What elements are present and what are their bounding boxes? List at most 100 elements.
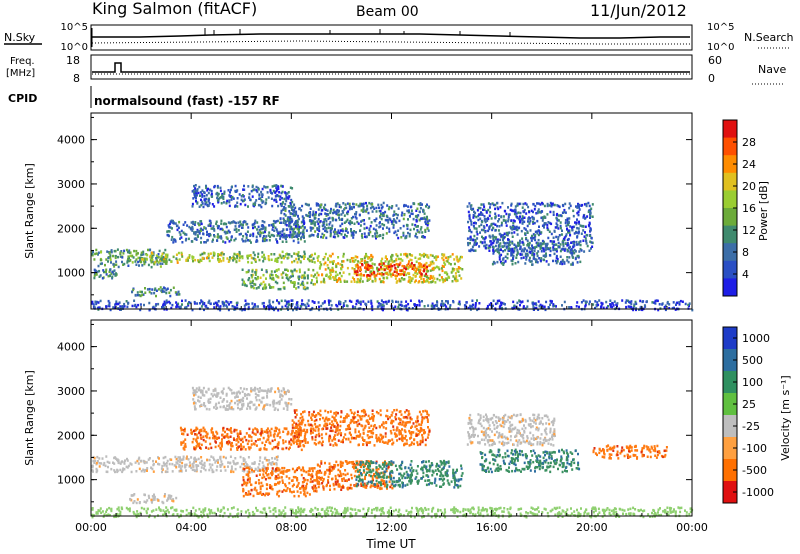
echo-cell: [271, 274, 274, 277]
echo-cell: [285, 273, 287, 276]
echo-cell: [387, 465, 390, 468]
echo-cell: [426, 203, 428, 206]
echo-cell: [501, 245, 504, 248]
echo-cell: [624, 301, 627, 304]
echo-cell: [236, 253, 239, 256]
echo-cell: [263, 284, 266, 287]
echo-cell: [443, 278, 446, 282]
echo-cell: [163, 256, 166, 260]
echo-cell: [328, 223, 331, 226]
echo-cell: [360, 472, 362, 475]
echo-cell: [528, 247, 531, 250]
echo-cell: [492, 252, 495, 255]
echo-cell: [506, 256, 509, 260]
echo-cell: [379, 209, 382, 213]
echo-cell: [363, 232, 366, 235]
echo-cell: [336, 202, 339, 205]
echo-cell: [359, 307, 362, 310]
echo-cell: [268, 224, 271, 227]
echo-cell: [309, 213, 312, 216]
echo-cell: [238, 259, 241, 262]
echo-cell: [440, 485, 443, 488]
echo-cell: [611, 305, 614, 309]
echo-cell: [446, 300, 449, 303]
echo-cell: [505, 224, 508, 227]
echo-cell: [187, 237, 190, 241]
echo-cell: [175, 496, 178, 500]
echo-cell: [328, 472, 331, 475]
echo-cell: [278, 302, 281, 305]
echo-cell: [531, 215, 534, 219]
echo-cell: [155, 460, 157, 463]
echo-cell: [442, 304, 445, 307]
echo-cell: [309, 226, 312, 229]
echo-cell: [275, 238, 278, 241]
echo-cell: [258, 258, 261, 262]
echo-cell: [266, 463, 269, 466]
echo-cell: [582, 216, 585, 219]
echo-cell: [433, 277, 436, 280]
echo-cell: [223, 192, 226, 195]
echo-cell: [303, 252, 306, 256]
echo-cell: [170, 494, 173, 498]
echo-cell: [311, 260, 314, 263]
echo-cell: [113, 462, 116, 465]
echo-cell: [535, 302, 537, 305]
echo-cell: [302, 477, 305, 480]
echo-cell: [217, 258, 220, 262]
echo-cell: [306, 274, 309, 277]
echo-cell: [331, 477, 334, 480]
echo-cell: [562, 239, 565, 243]
echo-cell: [316, 220, 319, 223]
echo-cell: [577, 243, 580, 246]
echo-cell: [113, 265, 116, 268]
echo-cell: [226, 305, 229, 309]
echo-cell: [398, 257, 400, 261]
echo-cell: [147, 263, 150, 267]
echo-cell: [513, 231, 516, 234]
echo-cell: [112, 263, 115, 266]
echo-cell: [576, 211, 579, 215]
echo-cell: [182, 455, 185, 458]
echo-cell: [156, 255, 159, 259]
echo-cell: [472, 207, 475, 211]
echo-cell: [312, 283, 315, 286]
echo-cell: [322, 477, 325, 481]
echo-cell: [427, 206, 430, 210]
echo-cell: [494, 302, 497, 306]
echo-cell: [363, 219, 365, 222]
echo-cell: [257, 231, 259, 234]
echo-cell: [531, 302, 534, 305]
echo-cell: [359, 279, 362, 282]
echo-cell: [578, 206, 580, 209]
echo-cell: [291, 205, 294, 209]
echo-cell: [324, 229, 327, 232]
echo-cell: [372, 478, 374, 482]
echo-cell: [209, 224, 212, 227]
echo-cell: [157, 302, 160, 306]
echo-cell: [487, 229, 490, 233]
echo-cell: [451, 267, 454, 270]
echo-cell: [507, 249, 510, 252]
echo-cell: [476, 237, 479, 240]
echo-cell: [341, 486, 344, 489]
echo-cell: [134, 293, 137, 297]
echo-cell: [114, 274, 117, 277]
echo-cell: [344, 469, 347, 472]
echo-cell: [109, 254, 112, 257]
echo-cell: [531, 253, 534, 257]
echo-cell: [333, 230, 336, 234]
echo-cell: [381, 236, 384, 240]
echo-cell: [444, 263, 447, 266]
echo-cell: [184, 299, 187, 302]
echo-cell: [154, 304, 157, 307]
echo-cell: [517, 226, 520, 230]
echo-cell: [579, 260, 582, 264]
echo-cell: [350, 228, 352, 231]
echo-cell: [425, 460, 428, 464]
echo-cell: [343, 221, 346, 224]
echo-cell: [320, 462, 323, 465]
echo-cell: [563, 236, 566, 239]
echo-cell: [331, 260, 334, 264]
echo-cell: [112, 254, 114, 258]
